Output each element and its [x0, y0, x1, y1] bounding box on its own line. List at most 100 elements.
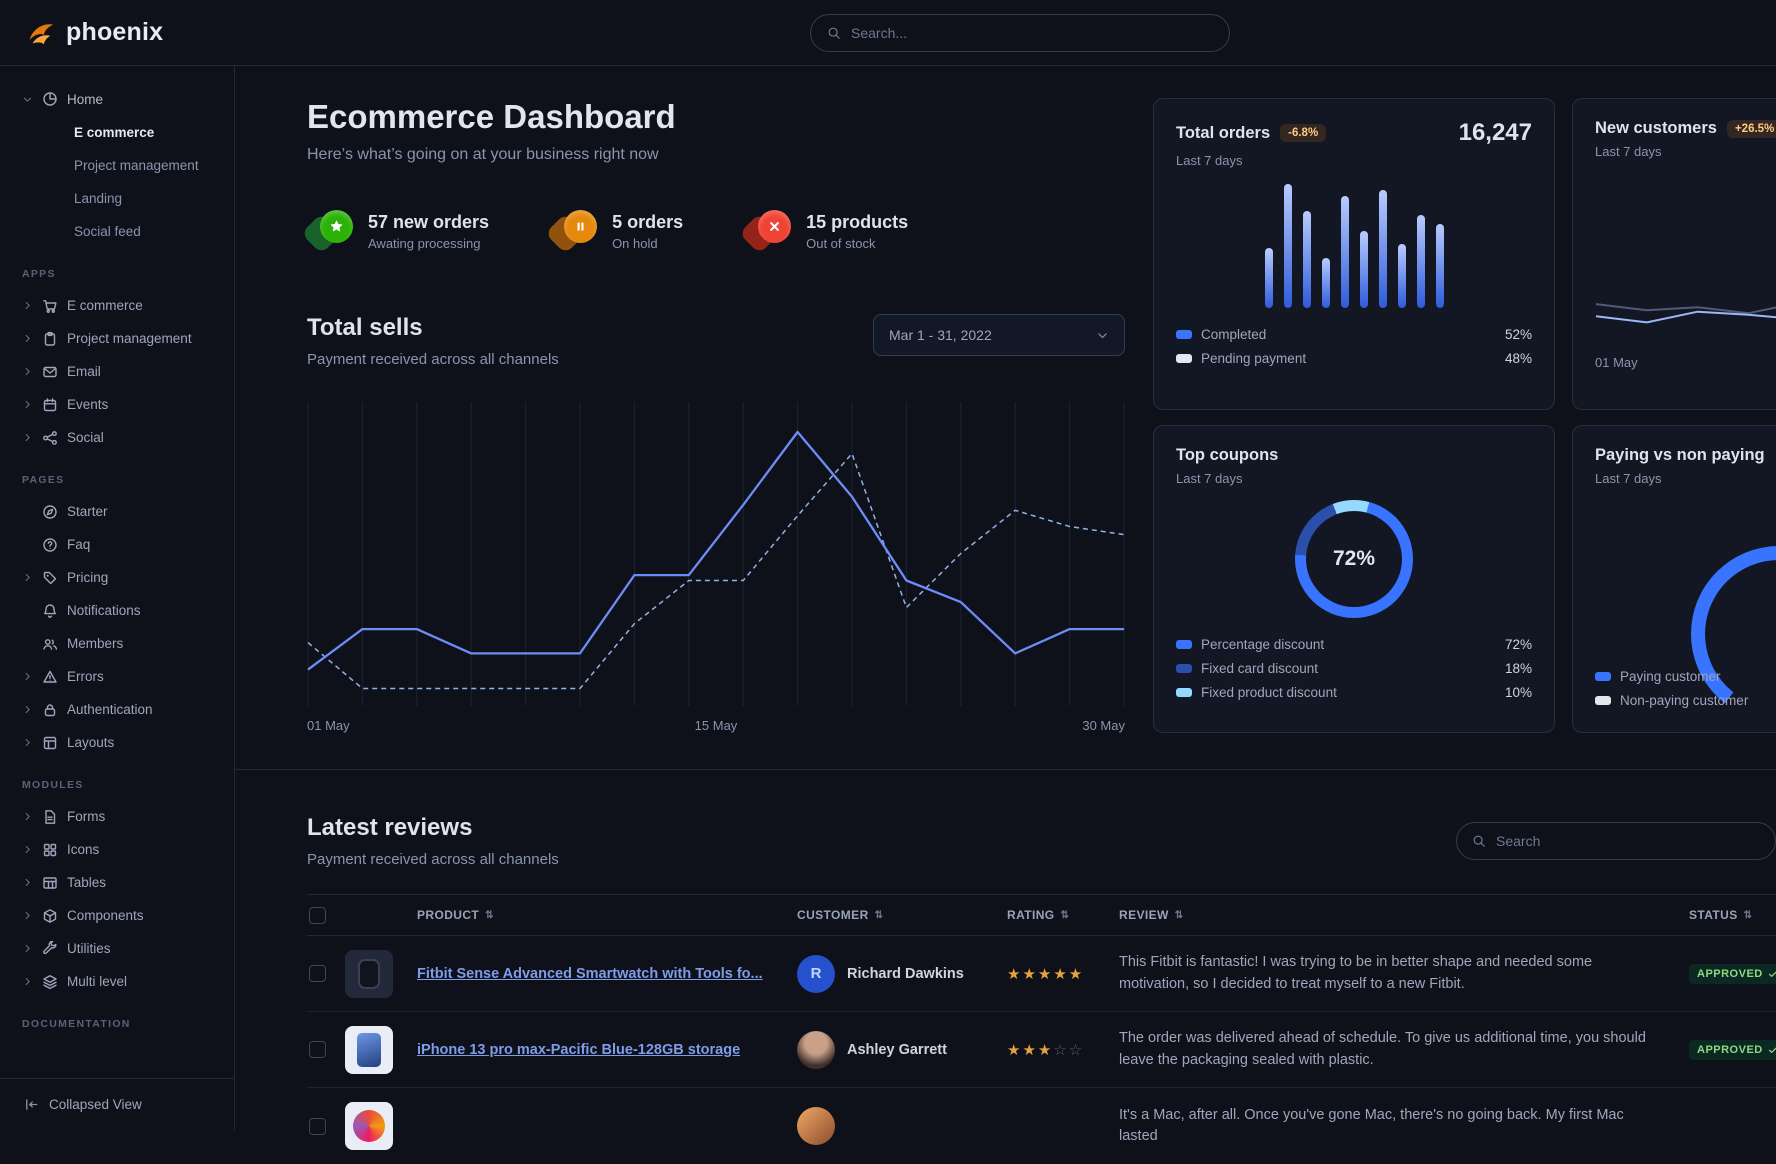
users-icon [42, 636, 58, 652]
customer-cell[interactable] [797, 1107, 1007, 1145]
total-orders-bar-chart [1176, 180, 1532, 308]
sidebar-item-project-management-dashboard[interactable]: Project management [0, 149, 234, 182]
sidebar-item-label: Home [67, 92, 103, 107]
sidebar-item-social[interactable]: Social [0, 421, 234, 454]
row-checkbox[interactable] [309, 1118, 326, 1135]
legend-value: 48% [1505, 351, 1532, 366]
chevron-right-icon [22, 910, 33, 921]
card-title: Top coupons [1176, 446, 1278, 465]
lock-icon [42, 702, 58, 718]
sidebar-item-label: Icons [67, 842, 99, 857]
sidebar-item-landing[interactable]: Landing [0, 182, 234, 215]
sidebar-item-events[interactable]: Events [0, 388, 234, 421]
on-hold-badge-icon [551, 210, 597, 252]
legend-item: Completed 52% [1176, 322, 1532, 346]
global-search-input[interactable] [851, 25, 1213, 41]
product-thumbnail-fitbit[interactable] [345, 950, 393, 998]
sidebar-item-utilities[interactable]: Utilities [0, 932, 234, 965]
new-customers-card: New customers +26.5% Last 7 days 01 May [1572, 98, 1776, 410]
product-link[interactable]: Fitbit Sense Advanced Smartwatch with To… [417, 966, 797, 982]
sidebar: Home E commerce Project management Landi… [0, 66, 235, 1130]
product-thumbnail-mac[interactable] [345, 1102, 393, 1150]
sidebar-item-errors[interactable]: Errors [0, 660, 234, 693]
date-range-value: Mar 1 - 31, 2022 [889, 327, 992, 343]
brand[interactable]: phoenix [26, 18, 163, 48]
column-header-product[interactable]: PRODUCT⇅ [417, 908, 797, 922]
sidebar-item-layouts[interactable]: Layouts [0, 726, 234, 759]
mac-image [353, 1110, 385, 1142]
sidebar-item-notifications[interactable]: Notifications [0, 594, 234, 627]
sidebar-item-ecommerce-dashboard[interactable]: E commerce [0, 116, 234, 149]
top-coupons-card: Top coupons Last 7 days 72% Percentage d… [1153, 425, 1555, 733]
sidebar-item-authentication[interactable]: Authentication [0, 693, 234, 726]
reviews-search[interactable] [1456, 822, 1776, 860]
sidebar-item-label: Email [67, 364, 101, 379]
customer-cell[interactable]: R Richard Dawkins [797, 955, 1007, 993]
sidebar-item-label: Forms [67, 809, 105, 824]
product-link[interactable]: iPhone 13 pro max-Pacific Blue-128GB sto… [417, 1042, 797, 1058]
legend-label: Fixed product discount [1201, 685, 1337, 700]
legend-label: Percentage discount [1201, 637, 1324, 652]
sidebar-item-members[interactable]: Members [0, 627, 234, 660]
date-range-select[interactable]: Mar 1 - 31, 2022 [873, 314, 1125, 356]
sidebar-item-email[interactable]: Email [0, 355, 234, 388]
sidebar-item-forms[interactable]: Forms [0, 800, 234, 833]
sidebar-item-social-feed[interactable]: Social feed [0, 215, 234, 248]
sidebar-item-icons[interactable]: Icons [0, 833, 234, 866]
total-sells-subtitle: Payment received across all channels [307, 351, 559, 368]
sort-icon: ⇅ [1061, 910, 1070, 921]
card-period: Last 7 days [1595, 471, 1776, 486]
envelope-icon [42, 364, 58, 380]
total-orders-card: Total orders -6.8% 16,247 Last 7 days Co… [1153, 98, 1555, 410]
warning-icon [42, 669, 58, 685]
sidebar-item-project-management[interactable]: Project management [0, 322, 234, 355]
chevron-right-icon [22, 844, 33, 855]
latest-reviews-section: Latest reviews Payment received across a… [307, 770, 1776, 1164]
kpi-cards: Total orders -6.8% 16,247 Last 7 days Co… [1153, 98, 1776, 733]
sidebar-item-multi-level[interactable]: Multi level [0, 965, 234, 998]
reviews-table-header: PRODUCT⇅ CUSTOMER⇅ RATING⇅ REVIEW⇅ STATU… [307, 894, 1776, 936]
sidebar-item-home[interactable]: Home [0, 82, 234, 116]
sidebar-item-components[interactable]: Components [0, 899, 234, 932]
column-header-customer[interactable]: CUSTOMER⇅ [797, 908, 1007, 922]
sidebar-item-starter[interactable]: Starter [0, 495, 234, 528]
row-checkbox[interactable] [309, 1041, 326, 1058]
column-header-rating[interactable]: RATING⇅ [1007, 908, 1119, 922]
chevron-down-icon [1096, 329, 1109, 342]
select-all-checkbox[interactable] [309, 907, 326, 924]
chevron-right-icon [22, 943, 33, 954]
global-search[interactable] [810, 14, 1230, 52]
sidebar-item-label: Multi level [67, 974, 127, 989]
collapsed-view-toggle[interactable]: Collapsed View [0, 1078, 234, 1130]
stats-row: 57 new orders Awating processing 5 order… [307, 210, 1125, 252]
sidebar-section-modules: MODULES [0, 759, 234, 800]
x-tick: 15 May [695, 718, 738, 733]
collapse-icon [24, 1097, 39, 1112]
stat-orders-on-hold: 5 orders On hold [551, 210, 683, 252]
sidebar-item-faq[interactable]: Faq [0, 528, 234, 561]
sidebar-item-label: E commerce [74, 125, 154, 140]
sidebar-item-ecommerce[interactable]: E commerce [0, 289, 234, 322]
customer-cell[interactable]: Ashley Garrett [797, 1031, 1007, 1069]
row-checkbox[interactable] [309, 965, 326, 982]
legend-swatch [1595, 696, 1611, 705]
rating-stars: ★★★☆☆ [1007, 1041, 1119, 1059]
column-header-status[interactable]: STATUS⇅ [1689, 908, 1776, 922]
legend-value: 72% [1505, 637, 1532, 652]
new-customers-x-label: 01 May [1595, 355, 1776, 370]
column-header-review[interactable]: REVIEW⇅ [1119, 908, 1689, 922]
iphone-image [357, 1033, 381, 1067]
layout-icon [42, 735, 58, 751]
sidebar-item-tables[interactable]: Tables [0, 866, 234, 899]
chevron-right-icon [22, 811, 33, 822]
product-thumbnail-iphone[interactable] [345, 1026, 393, 1074]
calendar-icon [42, 397, 58, 413]
reviews-search-input[interactable] [1496, 833, 1760, 849]
sidebar-item-pricing[interactable]: Pricing [0, 561, 234, 594]
sidebar-item-label: Components [67, 908, 144, 923]
total-sells-chart [307, 402, 1125, 706]
legend-swatch [1176, 354, 1192, 363]
top-coupons-donut-chart: 72% [1295, 500, 1413, 618]
legend-value: 18% [1505, 661, 1532, 676]
sidebar-item-label: Errors [67, 669, 104, 684]
